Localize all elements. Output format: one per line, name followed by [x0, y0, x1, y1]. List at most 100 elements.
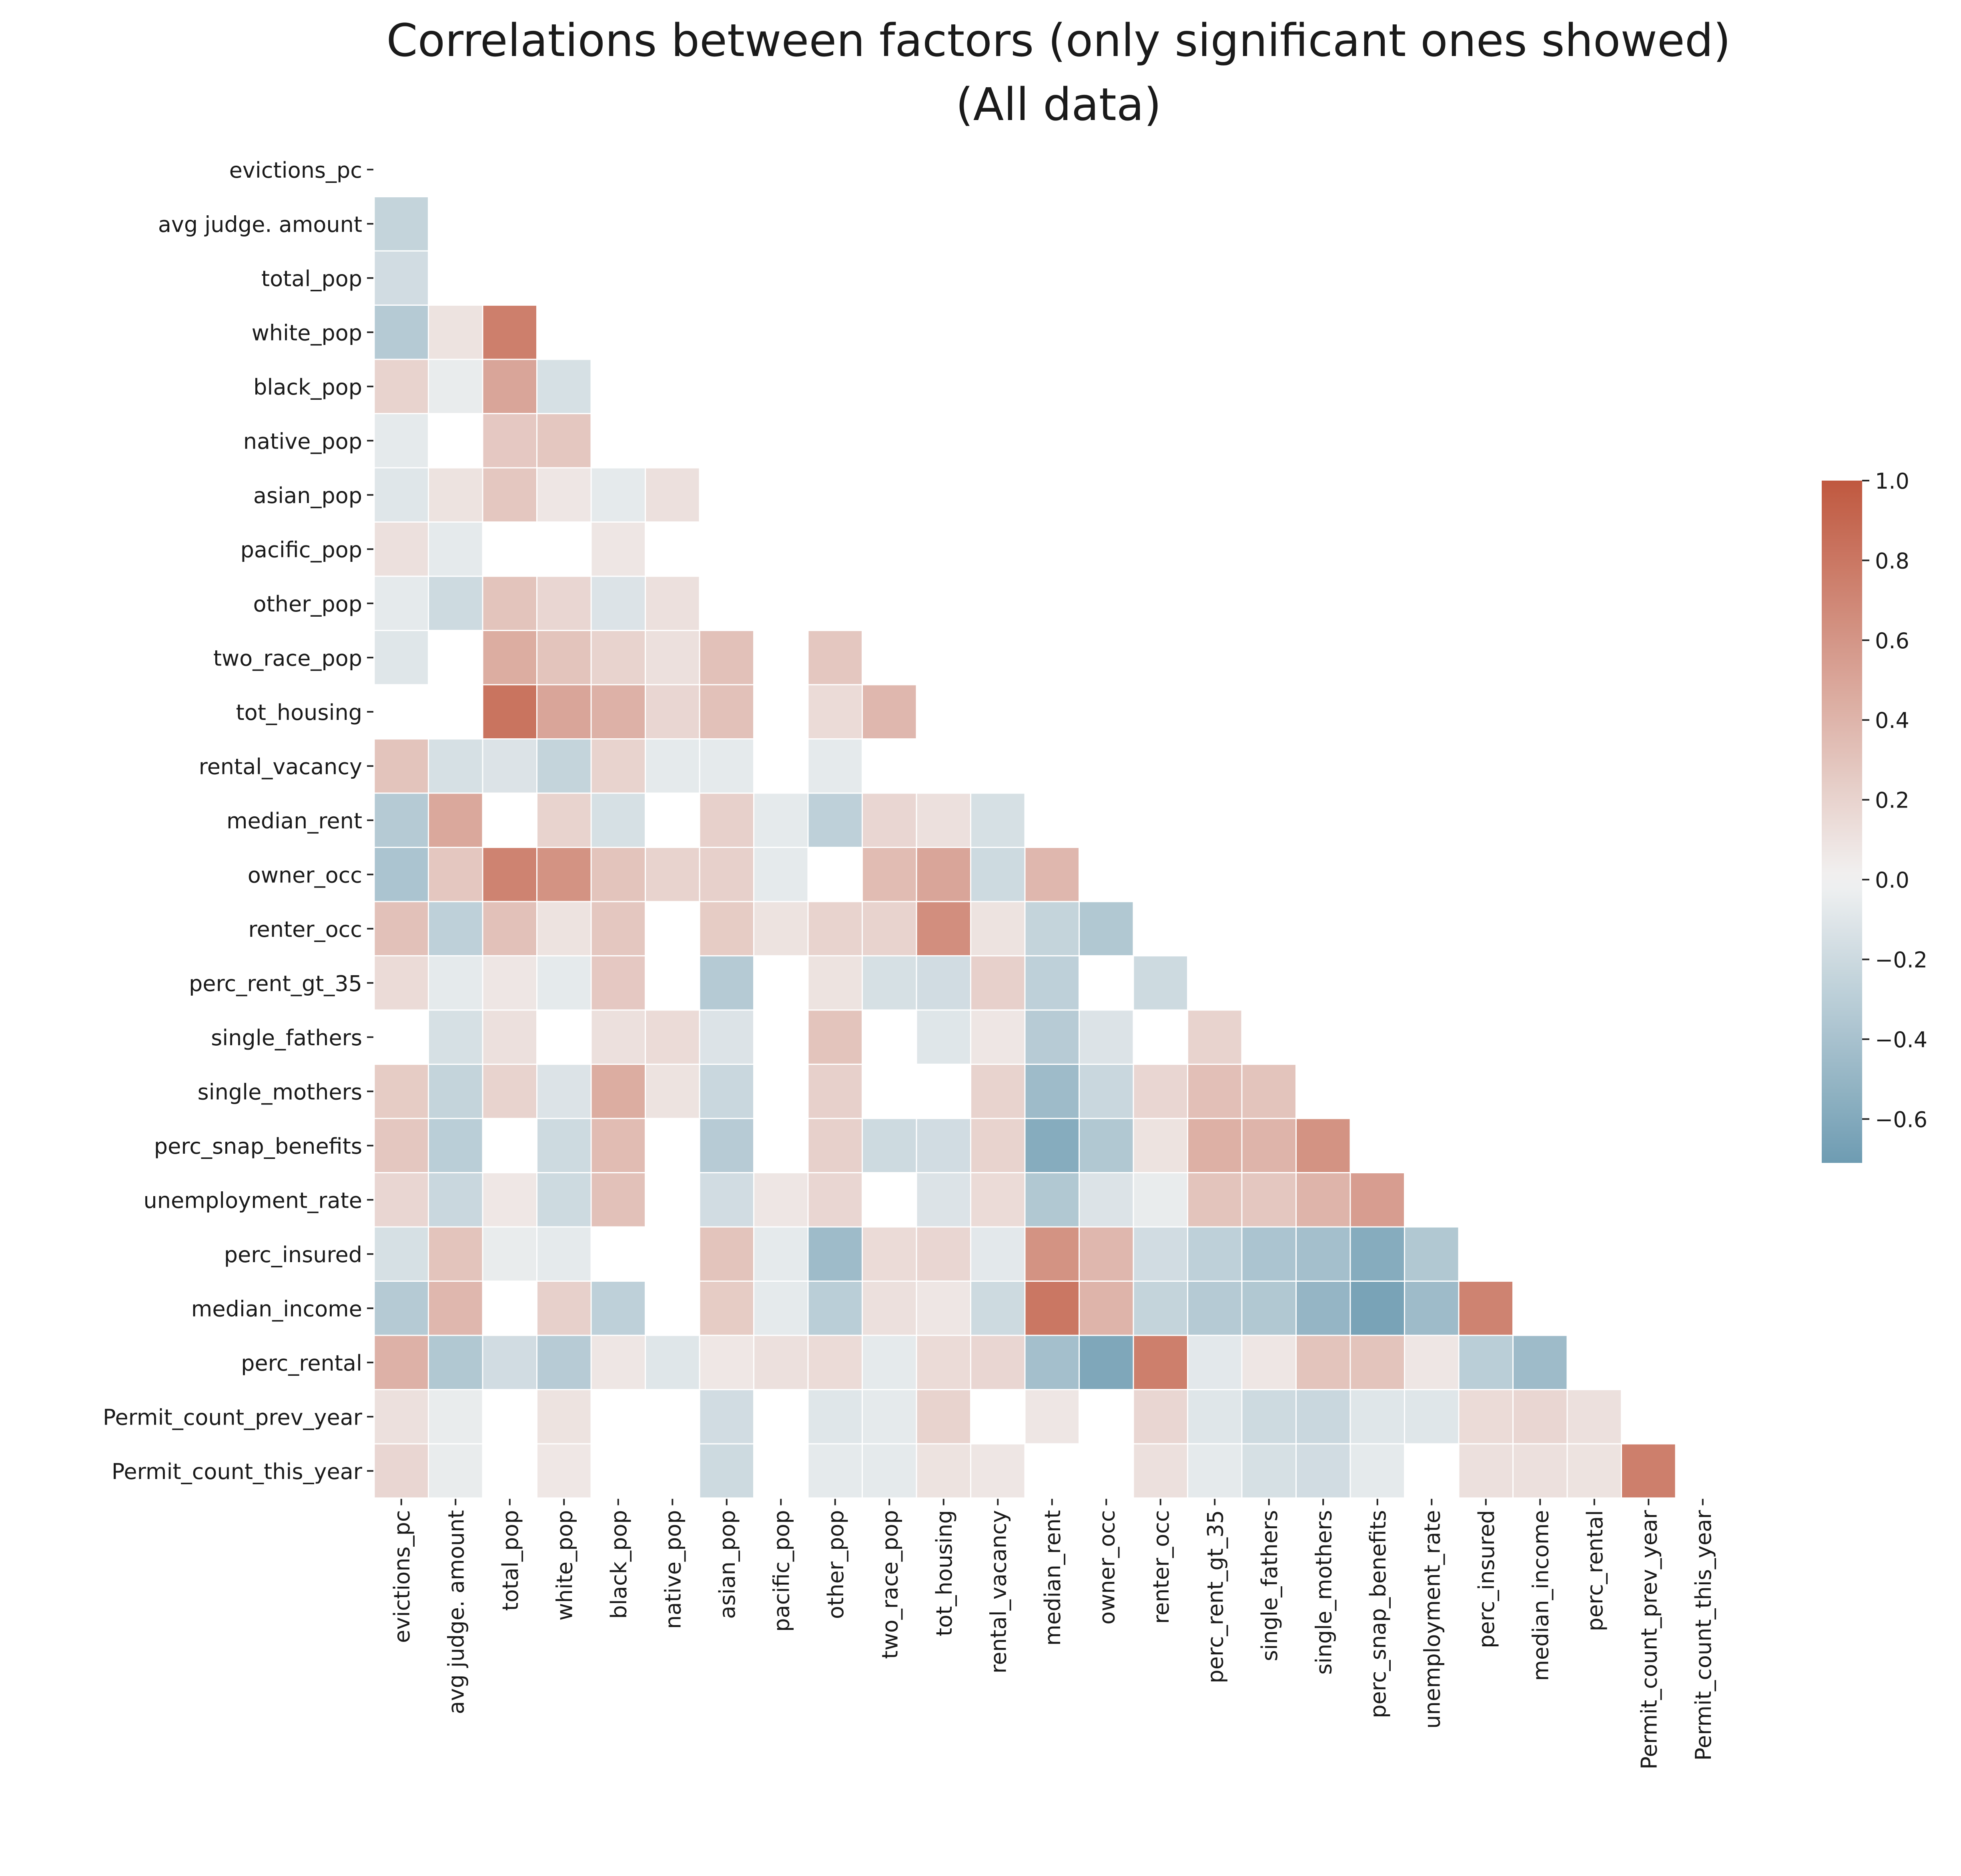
heatmap-cell	[807, 792, 863, 848]
y-tick-label: median_rent	[227, 808, 362, 834]
heatmap-cell	[428, 901, 483, 956]
heatmap-cell	[1241, 1172, 1297, 1228]
heatmap-cell	[1241, 1064, 1297, 1119]
heatmap-cell	[428, 1443, 483, 1499]
heatmap-cell	[916, 1389, 971, 1445]
x-tick-label: white_pop	[552, 1510, 577, 1621]
heatmap-cell	[482, 1009, 537, 1065]
heatmap-cell	[373, 738, 429, 794]
heatmap-cell	[645, 630, 700, 685]
heatmap-cell	[645, 738, 700, 794]
x-tick-label: single_mothers	[1311, 1510, 1336, 1675]
heatmap-cell	[645, 684, 700, 740]
heatmap-cell	[862, 1226, 917, 1282]
heatmap-cell	[1187, 1389, 1243, 1445]
heatmap-cell	[1404, 1226, 1460, 1282]
heatmap-cell	[373, 1389, 429, 1445]
heatmap-cell	[428, 1389, 483, 1445]
y-tick-label: perc_insured	[224, 1242, 362, 1267]
heatmap-cell	[536, 1335, 592, 1390]
heatmap-cell	[1079, 1064, 1134, 1119]
heatmap-cell	[807, 1172, 863, 1228]
heatmap-cell	[807, 1226, 863, 1282]
heatmap-cell	[373, 196, 429, 252]
heatmap-cell	[428, 359, 483, 414]
y-tick-label: pacific_pop	[241, 537, 362, 562]
x-tick-label: median_rent	[1040, 1510, 1065, 1646]
heatmap-cell	[536, 1281, 592, 1336]
y-tick-label: owner_occ	[248, 862, 362, 888]
heatmap-cell	[373, 413, 429, 469]
heatmap-cell	[1349, 1443, 1405, 1499]
heatmap-cell	[536, 575, 592, 631]
heatmap-cell	[1512, 1335, 1568, 1390]
heatmap-cell	[536, 1226, 592, 1282]
heatmap-cell	[1295, 1443, 1351, 1499]
heatmap-cell	[1187, 1443, 1243, 1499]
x-tick-label: perc_insured	[1474, 1510, 1499, 1648]
x-tick-label: evictions_pc	[389, 1510, 415, 1643]
heatmap-cell	[428, 955, 483, 1011]
heatmap-cell	[590, 521, 646, 577]
heatmap-cell	[1024, 1389, 1080, 1445]
x-tick-label: other_pop	[823, 1510, 848, 1619]
y-tick-label: rental_vacancy	[199, 754, 362, 779]
heatmap-cell	[590, 1009, 646, 1065]
heatmap-cell	[1024, 901, 1080, 956]
heatmap-cell	[482, 575, 537, 631]
heatmap-cell	[1079, 1009, 1134, 1065]
heatmap-cell	[1512, 1443, 1568, 1499]
heatmap-cell	[1079, 1226, 1134, 1282]
heatmap-cell	[536, 955, 592, 1011]
x-tick-label: asian_pop	[715, 1510, 740, 1619]
heatmap-cell	[645, 1064, 700, 1119]
heatmap-cell	[807, 1009, 863, 1065]
heatmap-cell	[1349, 1226, 1405, 1282]
heatmap-cell	[1349, 1389, 1405, 1445]
heatmap-cell	[916, 1118, 971, 1173]
heatmap-cell	[1187, 1226, 1243, 1282]
heatmap-cell	[862, 847, 917, 902]
colorbar: 1.0 0.8 0.6 0.4 0.2 0.0 −0.2 −0.4 −0.6	[1822, 469, 1927, 1163]
x-tick-label: black_pop	[606, 1510, 632, 1619]
heatmap-cell	[970, 1281, 1026, 1336]
heatmap-cell	[1187, 1118, 1243, 1173]
x-tick-label: single_fathers	[1257, 1510, 1282, 1662]
heatmap-cell	[590, 792, 646, 848]
heatmap-cell	[590, 630, 646, 685]
heatmap-cell	[916, 901, 971, 956]
heatmap-cell	[699, 901, 754, 956]
heatmap-cell	[373, 305, 429, 360]
heatmap-cell	[428, 792, 483, 848]
heatmap-cell	[590, 684, 646, 740]
heatmap-cell	[1404, 1389, 1460, 1445]
heatmap-cell	[373, 521, 429, 577]
heatmap-cell	[482, 1064, 537, 1119]
heatmap-cell	[482, 359, 537, 414]
colorbar-gradient	[1822, 481, 1862, 1163]
y-tick-label: single_mothers	[198, 1079, 362, 1104]
x-tick-label: native_pop	[660, 1510, 686, 1629]
heatmap-cell	[699, 1118, 754, 1173]
heatmap-cell	[428, 1064, 483, 1119]
y-tick-label: unemployment_rate	[144, 1188, 362, 1213]
heatmap-cell	[1079, 901, 1134, 956]
heatmap-cell	[862, 792, 917, 848]
heatmap-cell	[482, 738, 537, 794]
heatmap-cell	[373, 955, 429, 1011]
heatmap-cell	[428, 1281, 483, 1336]
y-tick-label: avg judge. amount	[158, 212, 362, 237]
heatmap-cell	[1024, 1009, 1080, 1065]
heatmap-cell	[807, 1064, 863, 1119]
heatmap-cell	[1187, 1172, 1243, 1228]
heatmap-cell	[916, 1009, 971, 1065]
heatmap-cell	[807, 1335, 863, 1390]
heatmap-cell	[1458, 1281, 1514, 1336]
y-tick-label: white_pop	[252, 320, 362, 345]
heatmap-cell	[1241, 1443, 1297, 1499]
y-tick-label: Permit_count_prev_year	[103, 1405, 363, 1430]
heatmap-cell	[1133, 1443, 1188, 1499]
heatmap-cell	[699, 1281, 754, 1336]
heatmap-cell	[1024, 1172, 1080, 1228]
heatmap-cell	[1079, 1335, 1134, 1390]
